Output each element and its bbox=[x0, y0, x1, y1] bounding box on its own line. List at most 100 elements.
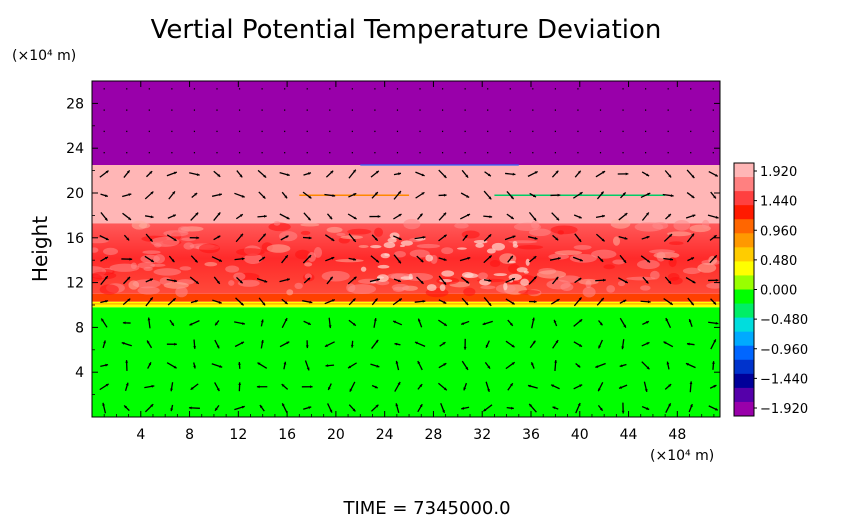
wind-arrow-head bbox=[395, 403, 399, 407]
wind-arrow-head bbox=[216, 388, 220, 392]
y-axis: 4 8 12 16 20 24 28 bbox=[66, 96, 720, 396]
colorbar-tick-label: 0.960 bbox=[760, 224, 797, 239]
wind-arrow-head bbox=[420, 280, 424, 284]
wind-arrow-head bbox=[374, 385, 378, 389]
wind-arrow-head bbox=[218, 259, 222, 262]
texture-blob bbox=[529, 228, 551, 237]
wind-arrow-head bbox=[532, 194, 536, 198]
wind-arrow-head bbox=[104, 276, 108, 280]
wind-arrow-head bbox=[284, 255, 288, 259]
wind-arrow-head bbox=[529, 403, 533, 407]
wind-arrow-head bbox=[577, 403, 581, 406]
wind-arrow-head bbox=[282, 403, 285, 407]
wind-arrow-head bbox=[692, 214, 696, 218]
wind-arrow-head bbox=[599, 322, 603, 326]
wind-arrow-head bbox=[647, 192, 651, 196]
wind-arrow-head bbox=[619, 386, 622, 389]
texture-streak bbox=[525, 258, 530, 266]
wind-arrow-head bbox=[308, 255, 312, 259]
wind-arrow-head bbox=[398, 191, 401, 195]
texture-blob bbox=[228, 280, 235, 286]
texture-blob bbox=[198, 243, 220, 254]
wind-arrow-head bbox=[600, 258, 604, 262]
wind-arrow-head bbox=[264, 279, 268, 283]
y-tick-label: 24 bbox=[66, 141, 84, 157]
texture-blob bbox=[103, 247, 119, 256]
wind-arrow-head bbox=[331, 299, 335, 302]
wind-arrow-head bbox=[414, 341, 418, 345]
wind-arrow-head bbox=[105, 383, 109, 387]
texture-blob bbox=[300, 230, 311, 236]
wind-arrow-head bbox=[487, 388, 490, 392]
wind-arrow-head bbox=[104, 194, 108, 197]
wind-arrow-head bbox=[125, 382, 129, 386]
texture-blob bbox=[649, 249, 675, 254]
wind-arrow-head bbox=[172, 298, 176, 302]
texture-blob bbox=[295, 249, 311, 260]
wind-arrow-head bbox=[646, 407, 650, 410]
wind-arrow-head bbox=[422, 235, 426, 239]
wind-arrow-head bbox=[219, 193, 222, 197]
wind-arrow-head bbox=[443, 175, 447, 178]
wind-arrow-head bbox=[394, 342, 398, 346]
wind-arrow-head bbox=[129, 257, 133, 261]
colorbar-segment bbox=[734, 345, 754, 361]
wind-arrow-head bbox=[578, 238, 582, 242]
texture-blob bbox=[163, 230, 189, 237]
wind-arrow-head bbox=[647, 300, 651, 304]
wind-arrow-head bbox=[510, 255, 513, 259]
texture-blob bbox=[706, 282, 720, 289]
wind-arrow-head bbox=[194, 299, 198, 303]
wind-arrow-head bbox=[623, 259, 627, 263]
wind-arrow-head bbox=[126, 170, 130, 174]
wind-arrow-head bbox=[348, 365, 352, 369]
texture-blob bbox=[441, 247, 454, 255]
wind-arrow-head bbox=[329, 216, 333, 220]
wind-arrow-head bbox=[691, 195, 695, 198]
wind-arrow-head bbox=[647, 259, 651, 263]
texture-blob bbox=[550, 225, 578, 235]
wind-arrow-head bbox=[600, 191, 604, 195]
wind-arrow-head bbox=[305, 345, 309, 349]
texture-blob bbox=[640, 285, 651, 291]
wind-arrow-head bbox=[398, 260, 401, 264]
texture-blob bbox=[336, 232, 346, 237]
x-axis-unit: (×10⁴ m) bbox=[650, 448, 714, 464]
wind-arrow-head bbox=[488, 302, 492, 306]
wind-arrow-head bbox=[488, 255, 492, 259]
colorbar-segment bbox=[734, 303, 754, 319]
wind-arrow-head bbox=[443, 301, 447, 304]
texture-blob bbox=[653, 252, 680, 259]
wind-arrow-head bbox=[241, 194, 245, 198]
texture-streak bbox=[376, 274, 389, 282]
texture-blob bbox=[347, 228, 372, 235]
wind-arrow-head bbox=[467, 256, 471, 260]
wind-arrow-head bbox=[578, 215, 582, 219]
wind-arrow-head bbox=[461, 406, 465, 410]
wind-arrow-head bbox=[685, 363, 689, 366]
texture-streak bbox=[508, 260, 516, 264]
wind-arrow-head bbox=[395, 360, 399, 364]
wind-arrow-head bbox=[374, 298, 378, 302]
wind-arrow-head bbox=[443, 212, 447, 216]
wind-arrow-head bbox=[422, 299, 426, 303]
wind-arrow-head bbox=[512, 172, 516, 176]
y-tick-label: 28 bbox=[66, 96, 84, 112]
wind-arrow-head bbox=[285, 235, 289, 239]
wind-arrow-head bbox=[443, 363, 447, 366]
wind-arrow-head bbox=[463, 387, 467, 391]
wind-arrow-head bbox=[533, 300, 537, 304]
wind-arrow-head bbox=[715, 278, 719, 282]
wind-arrow-head bbox=[552, 406, 556, 410]
texture-blob bbox=[233, 272, 246, 281]
texture-streak bbox=[400, 240, 413, 246]
wind-arrow-head bbox=[286, 278, 290, 282]
wind-arrow-head bbox=[150, 215, 154, 219]
wind-arrow-head bbox=[419, 404, 423, 408]
texture-streak bbox=[360, 266, 367, 272]
wind-arrow-head bbox=[690, 404, 693, 408]
y-axis-label: Height bbox=[28, 216, 52, 282]
wind-arrow-head bbox=[419, 384, 423, 388]
texture-blob bbox=[606, 285, 616, 293]
wind-arrow-head bbox=[286, 173, 290, 177]
